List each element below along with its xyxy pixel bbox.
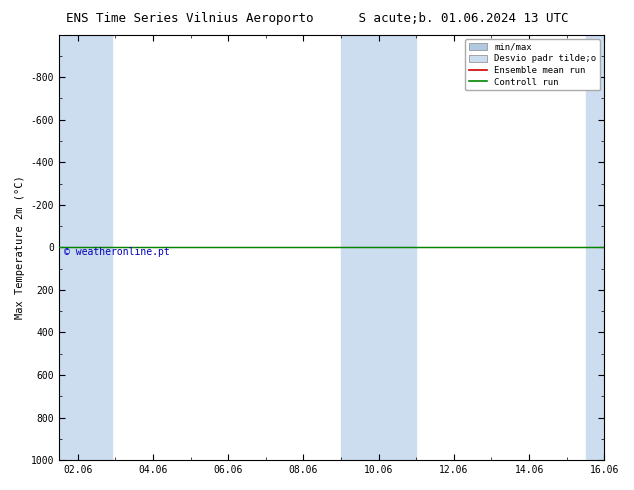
Bar xyxy=(586,35,604,460)
Text: ENS Time Series Vilnius Aeroporto      S acute;b. 01.06.2024 13 UTC: ENS Time Series Vilnius Aeroporto S acut… xyxy=(66,12,568,25)
Bar xyxy=(59,35,112,460)
Y-axis label: Max Temperature 2m (°C): Max Temperature 2m (°C) xyxy=(15,175,25,319)
Text: © weatheronline.pt: © weatheronline.pt xyxy=(65,246,170,257)
Bar xyxy=(341,35,417,460)
Legend: min/max, Desvio padr tilde;o, Ensemble mean run, Controll run: min/max, Desvio padr tilde;o, Ensemble m… xyxy=(465,39,600,91)
